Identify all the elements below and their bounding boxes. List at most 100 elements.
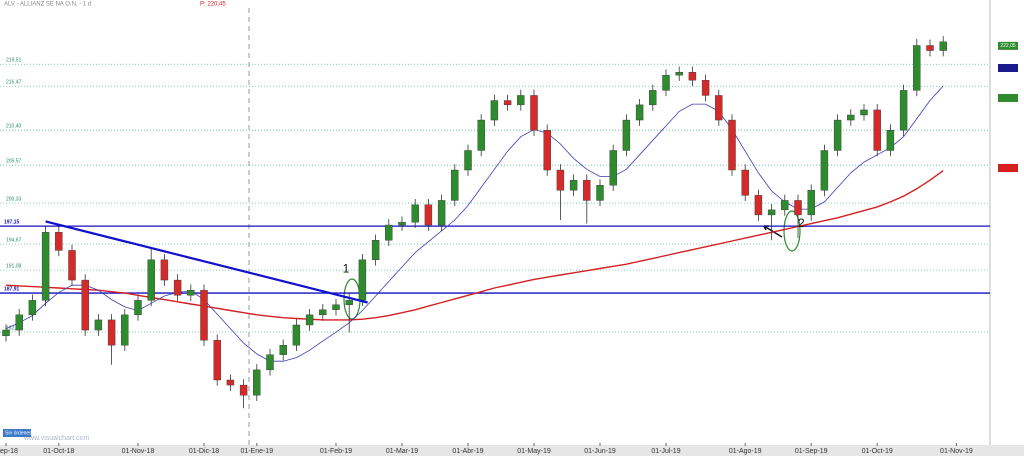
candle-body [886, 129, 895, 151]
candle-body [200, 290, 208, 341]
highlight-ellipse [783, 210, 801, 252]
candle-body [609, 150, 617, 186]
x-tick-label: 01-Nov-19 [940, 448, 973, 455]
chart-subtitle: P: 220,45 [200, 2, 226, 8]
candle-body [939, 41, 947, 51]
candle-body [253, 369, 261, 396]
candle-body [754, 195, 763, 216]
candle-body [913, 45, 921, 91]
candle-body [873, 109, 881, 151]
level-label: 187,91 [4, 286, 20, 292]
candle-body [583, 179, 591, 201]
candle-body [728, 119, 736, 171]
candle-body [543, 129, 551, 171]
y-tick-label: 216,47 [6, 80, 22, 86]
candle-body [147, 259, 155, 301]
y-tick-label: 219,51 [6, 58, 22, 64]
x-tick-label: 01-Oct-19 [862, 448, 893, 455]
candle-body [55, 232, 63, 251]
x-tick-label: 01-Feb-19 [320, 448, 352, 455]
annotation: 2 [798, 216, 805, 230]
candle-body [173, 279, 182, 296]
candle-body [41, 232, 50, 301]
candle-body [464, 150, 472, 171]
moving-average [5, 170, 944, 321]
candle-body [503, 100, 512, 106]
x-axis-strip [0, 445, 1024, 456]
candle-body [437, 200, 446, 226]
candle-body [569, 179, 578, 191]
candle-body [107, 319, 116, 346]
candle-body [305, 314, 314, 326]
candle-body [688, 72, 697, 81]
candle-body [424, 204, 433, 226]
candle-body [701, 80, 710, 96]
price-tag [998, 164, 1018, 172]
candle-body [781, 200, 789, 211]
y-tick-label: 210,40 [6, 124, 22, 130]
candle-body [345, 300, 353, 305]
last-price-tag [998, 41, 1018, 50]
y-tick-label: 205,57 [6, 158, 22, 164]
candle-body [622, 119, 631, 151]
trendline [45, 220, 368, 304]
candle-body [794, 200, 802, 216]
candle-body [319, 309, 327, 316]
candle-body [833, 119, 842, 151]
candle-body [847, 114, 855, 121]
x-tick-label: ep-18 [0, 448, 18, 455]
candle-body [926, 45, 934, 51]
candle-body [15, 314, 23, 331]
y-tick-label: 200,33 [6, 196, 22, 202]
candle-body [807, 190, 815, 216]
x-tick-label: 01-Ago-19 [729, 448, 762, 455]
x-tick-label: 01-Nov-18 [122, 448, 155, 455]
candle-body [635, 104, 644, 121]
candle-body [662, 74, 670, 91]
candle-body [649, 90, 657, 106]
candle-body [675, 72, 683, 76]
candle-body [556, 169, 565, 191]
x-tick-label: 01-May-19 [517, 448, 551, 455]
candle-body [398, 221, 406, 226]
x-tick-label: 01-Abr-19 [452, 448, 483, 455]
x-tick-label: 01-Jun-19 [584, 448, 616, 455]
x-tick-label: 01-Mar-19 [386, 448, 418, 455]
candle-body [121, 314, 129, 346]
candle-body [860, 109, 868, 116]
candle-body [385, 224, 393, 241]
candle-body [451, 169, 459, 201]
watermark: www.visualchart.com [23, 435, 90, 442]
candle-body [2, 329, 10, 337]
candle-body [411, 204, 419, 223]
candle-body [279, 345, 287, 355]
candle-body [28, 300, 37, 316]
candle-body [266, 354, 274, 371]
candle-body [213, 339, 221, 381]
candle-body [292, 324, 301, 346]
candle-body [596, 185, 604, 201]
candle-body [239, 384, 248, 396]
annotation: 1 [343, 261, 350, 275]
y-tick-label: 191,08 [6, 263, 22, 269]
candle-body [371, 240, 380, 261]
level-label: 197,15 [4, 219, 20, 225]
orders-button-label[interactable]: Sin órdenes [5, 430, 32, 436]
candle-body [226, 379, 235, 386]
candle-body [134, 300, 142, 316]
candle-body [187, 290, 195, 296]
x-tick-label: 01-Jul-19 [651, 448, 680, 455]
price-tag [998, 64, 1018, 72]
candle-body [94, 319, 103, 331]
x-tick-label: 01-Oct-18 [43, 448, 74, 455]
orders-button[interactable] [3, 429, 31, 437]
x-tick-label: 01-Ene-19 [240, 448, 273, 455]
price-tag [998, 94, 1018, 102]
candle-body [477, 119, 485, 151]
candle-body [899, 90, 908, 131]
candle-body [530, 95, 538, 131]
candle-body [715, 95, 723, 121]
candle-body [81, 279, 89, 331]
